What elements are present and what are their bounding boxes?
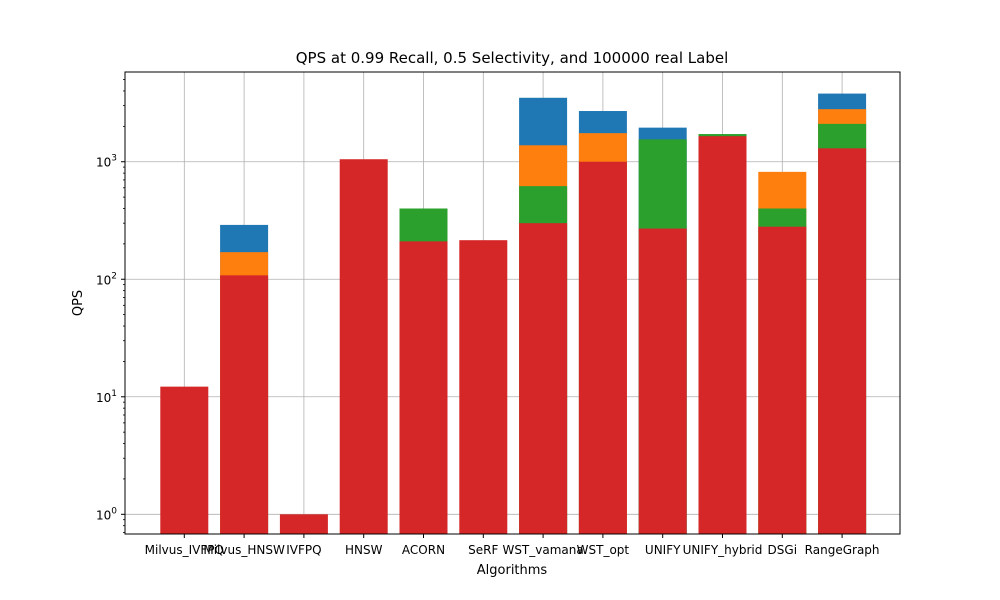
bar: [399, 241, 448, 534]
bar: [638, 228, 687, 534]
x-tick-label: HNSW: [345, 543, 383, 557]
x-tick-label: SeRF: [468, 543, 498, 557]
bar: [698, 136, 747, 534]
y-tick-label: 102: [96, 271, 117, 287]
x-tick-label: Milvus_HNSW: [203, 543, 285, 557]
bar: [578, 161, 627, 534]
bar: [459, 240, 508, 534]
x-tick-label: ACORN: [402, 543, 445, 557]
y-axis: 100 101 102 103: [96, 79, 125, 533]
bar: [818, 148, 867, 534]
bar: [519, 223, 568, 535]
x-tick-label: RangeGraph: [805, 543, 880, 557]
y-tick-label: 103: [96, 154, 117, 170]
y-tick-label: 101: [96, 389, 117, 405]
bars: [160, 93, 867, 535]
x-tick-label: DSGi: [768, 543, 798, 557]
x-tick-label: Milvus_IVFPQ: [145, 543, 224, 557]
bar: [220, 275, 269, 534]
bar: [279, 514, 328, 534]
bar: [758, 226, 807, 534]
bar: [339, 159, 388, 534]
plot-frame: [124, 71, 901, 535]
y-axis-label: QPS: [71, 290, 86, 316]
chart-title: QPS at 0.99 Recall, 0.5 Selectivity, and…: [296, 49, 729, 67]
x-tick-label: WST_vamana: [502, 543, 583, 557]
x-tick-label: WST_opt: [577, 543, 630, 557]
bar: [160, 386, 209, 534]
x-tick-label: IVFPQ: [286, 543, 321, 557]
x-tick-label: UNIFY_hybrid: [683, 543, 763, 557]
x-tick-label: UNIFY: [645, 543, 681, 557]
x-axis-label: Algorithms: [477, 563, 548, 578]
y-tick-label: 100: [96, 506, 117, 522]
